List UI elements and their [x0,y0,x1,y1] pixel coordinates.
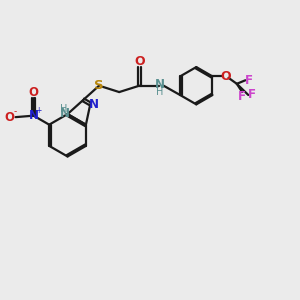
Text: O: O [220,70,231,83]
Text: F: F [245,74,253,87]
Text: O: O [28,86,39,99]
Text: N: N [60,107,70,120]
Text: N: N [29,109,39,122]
Text: H: H [60,104,68,114]
Text: N: N [155,78,165,91]
Text: O: O [5,111,15,124]
Text: +: + [36,106,42,115]
Text: H: H [156,87,164,97]
Text: -: - [14,107,16,116]
Text: N: N [89,98,99,111]
Text: O: O [134,55,145,68]
Text: S: S [94,79,104,92]
Text: F: F [248,88,256,101]
Text: F: F [238,90,246,103]
